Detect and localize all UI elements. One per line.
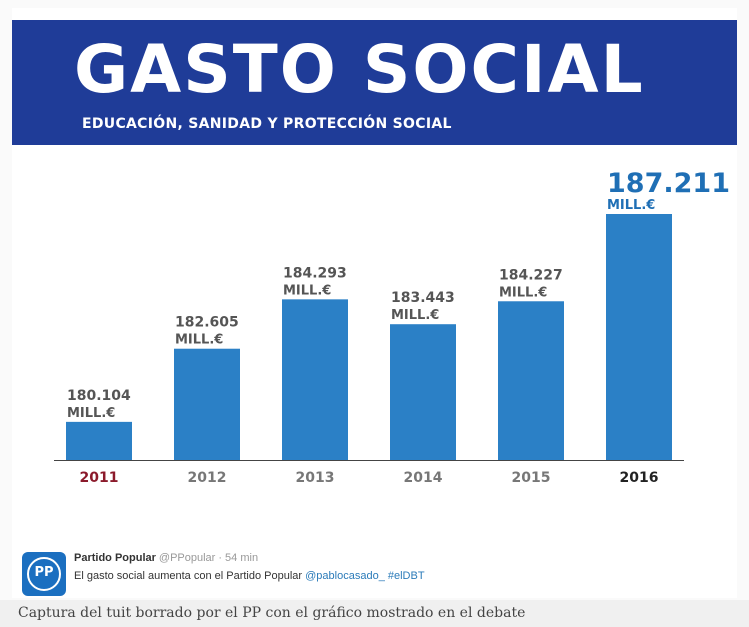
x-tick-label-2011: 2011 [80, 470, 119, 486]
image-frame: GASTO SOCIAL EDUCACIÓN, SANIDAD Y PROTEC… [12, 8, 737, 598]
x-tick-label-2012: 2012 [188, 470, 227, 486]
logo-ring [27, 557, 61, 591]
x-tick-label-2014: 2014 [404, 470, 443, 486]
chart-subtitle: EDUCACIÓN, SANIDAD Y PROTECCIÓN SOCIAL [82, 116, 452, 132]
x-tick-label-2013: 2013 [296, 470, 335, 486]
unit-label-2016: MILL.€ [607, 198, 655, 213]
tweet-card: PP Partido Popular @PPopular · 54 min El g… [12, 540, 737, 598]
value-label-2013: 184.293 [283, 265, 347, 281]
value-label-2011: 180.104 [67, 388, 131, 404]
tweet-account-name[interactable]: Partido Popular [74, 552, 156, 564]
pp-logo-icon[interactable]: PP [22, 552, 66, 596]
unit-label-2012: MILL.€ [175, 333, 223, 348]
bar-2011 [66, 421, 132, 460]
tweet-author: Partido Popular @PPopular · 54 min [74, 552, 258, 564]
tweet-handle[interactable]: @PPopular [158, 552, 216, 564]
x-tick-label-2016: 2016 [620, 470, 659, 486]
tweet-time[interactable]: · 54 min [218, 552, 259, 564]
title-banner: GASTO SOCIAL EDUCACIÓN, SANIDAD Y PROTEC… [12, 20, 737, 145]
unit-label-2014: MILL.€ [391, 308, 439, 323]
x-tick-label-2015: 2015 [512, 470, 551, 486]
value-label-2015: 184.227 [499, 267, 563, 283]
tweet-text: El gasto social aumenta con el Partido P… [74, 570, 425, 582]
value-label-2016: 187.211 [607, 168, 730, 199]
value-label-2012: 182.605 [175, 315, 239, 331]
tweet-hashtag-link[interactable]: #elDBT [387, 570, 425, 582]
bar-2016 [606, 214, 672, 460]
caption-text: Captura del tuit borrado por el PP con e… [18, 605, 526, 621]
tweet-body: El gasto social aumenta con el Partido P… [74, 570, 303, 582]
unit-label-2011: MILL.€ [67, 406, 115, 421]
photo-caption: Captura del tuit borrado por el PP con e… [0, 600, 749, 627]
bar-2013 [282, 299, 348, 460]
bar-2015 [498, 301, 564, 460]
value-label-2014: 183.443 [391, 290, 455, 306]
tweet-mention-link[interactable]: @pablocasado_ [305, 570, 385, 582]
bar-2012 [174, 348, 240, 460]
unit-label-2013: MILL.€ [283, 283, 331, 298]
infographic-card: GASTO SOCIAL EDUCACIÓN, SANIDAD Y PROTEC… [12, 8, 737, 598]
logo-text: PP [34, 565, 54, 580]
bar-chart: 180.104 MILL.€ 2011 182.605 MILL.€ 2012 184.29… [54, 168, 730, 486]
bar-2014 [390, 324, 456, 460]
unit-label-2015: MILL.€ [499, 285, 547, 300]
chart-title: GASTO SOCIAL [74, 31, 645, 108]
